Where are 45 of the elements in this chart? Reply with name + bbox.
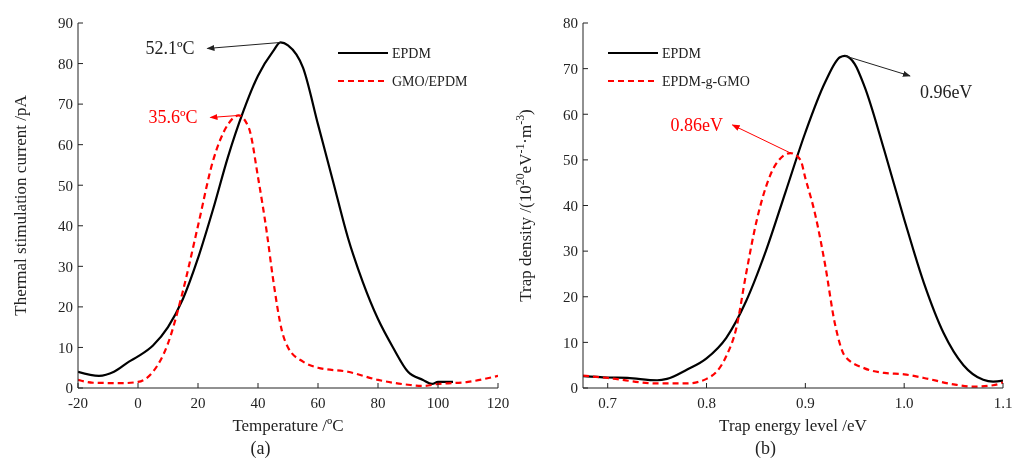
x-axis-title: Trap energy level /eV [719, 416, 868, 435]
annotation: 52.1ºC [145, 38, 195, 59]
y-tick-label: 30 [563, 243, 578, 260]
y-tick-label: 40 [58, 218, 73, 235]
x-tick-label: 80 [370, 394, 386, 411]
y-tick-label: 80 [563, 15, 578, 32]
x-tick-label: 0 [134, 394, 142, 411]
x-tick-label: 0.7 [598, 394, 618, 411]
y-axis-title: Thermal stimulation current /pA [11, 94, 30, 316]
x-tick-label: -20 [68, 394, 88, 411]
x-tick-label: 0.8 [697, 394, 716, 411]
x-tick-label: 1.0 [894, 394, 914, 411]
y-tick-label: 50 [563, 152, 578, 169]
legend-label: EPDM-g-GMO [662, 74, 750, 89]
y-tick-label: 20 [563, 289, 578, 306]
y-tick-label: 10 [563, 334, 578, 351]
y-tick-label: 0 [65, 380, 73, 397]
annotation: 35.6ºC [148, 107, 198, 128]
y-tick-label: 90 [58, 15, 73, 32]
y-tick-label: 80 [58, 55, 73, 72]
x-tick-label: 20 [190, 394, 206, 411]
x-tick-label: 120 [486, 394, 510, 411]
x-tick-label: 60 [310, 394, 326, 411]
y-tick-label: 30 [58, 258, 73, 275]
text: (b) [754, 438, 777, 459]
legend-label: EPDM [392, 46, 432, 61]
x-tick-label: 40 [250, 394, 266, 411]
legend-label: EPDM [662, 46, 702, 61]
legend-label: GMO/EPDM [392, 74, 469, 89]
y-tick-label: 60 [58, 136, 73, 153]
x-tick-label: 1.1 [993, 394, 1013, 411]
y-tick-label: 50 [58, 177, 73, 194]
x-axis-title: Temperature /ºC [232, 416, 344, 435]
x-tick-label: 0.9 [795, 394, 815, 411]
x-tick-label: 100 [426, 394, 450, 411]
y-tick-label: 70 [58, 96, 73, 113]
annotation: 0.96eV [919, 81, 973, 102]
text: (a) [249, 438, 272, 459]
y-tick-label: 20 [58, 299, 73, 316]
y-tick-label: 60 [563, 106, 578, 123]
annotation: 0.86eV [670, 115, 724, 136]
y-tick-label: 10 [58, 339, 73, 356]
y-tick-label: 70 [563, 60, 578, 77]
y-tick-label: 0 [570, 380, 578, 397]
y-tick-label: 40 [563, 197, 578, 214]
